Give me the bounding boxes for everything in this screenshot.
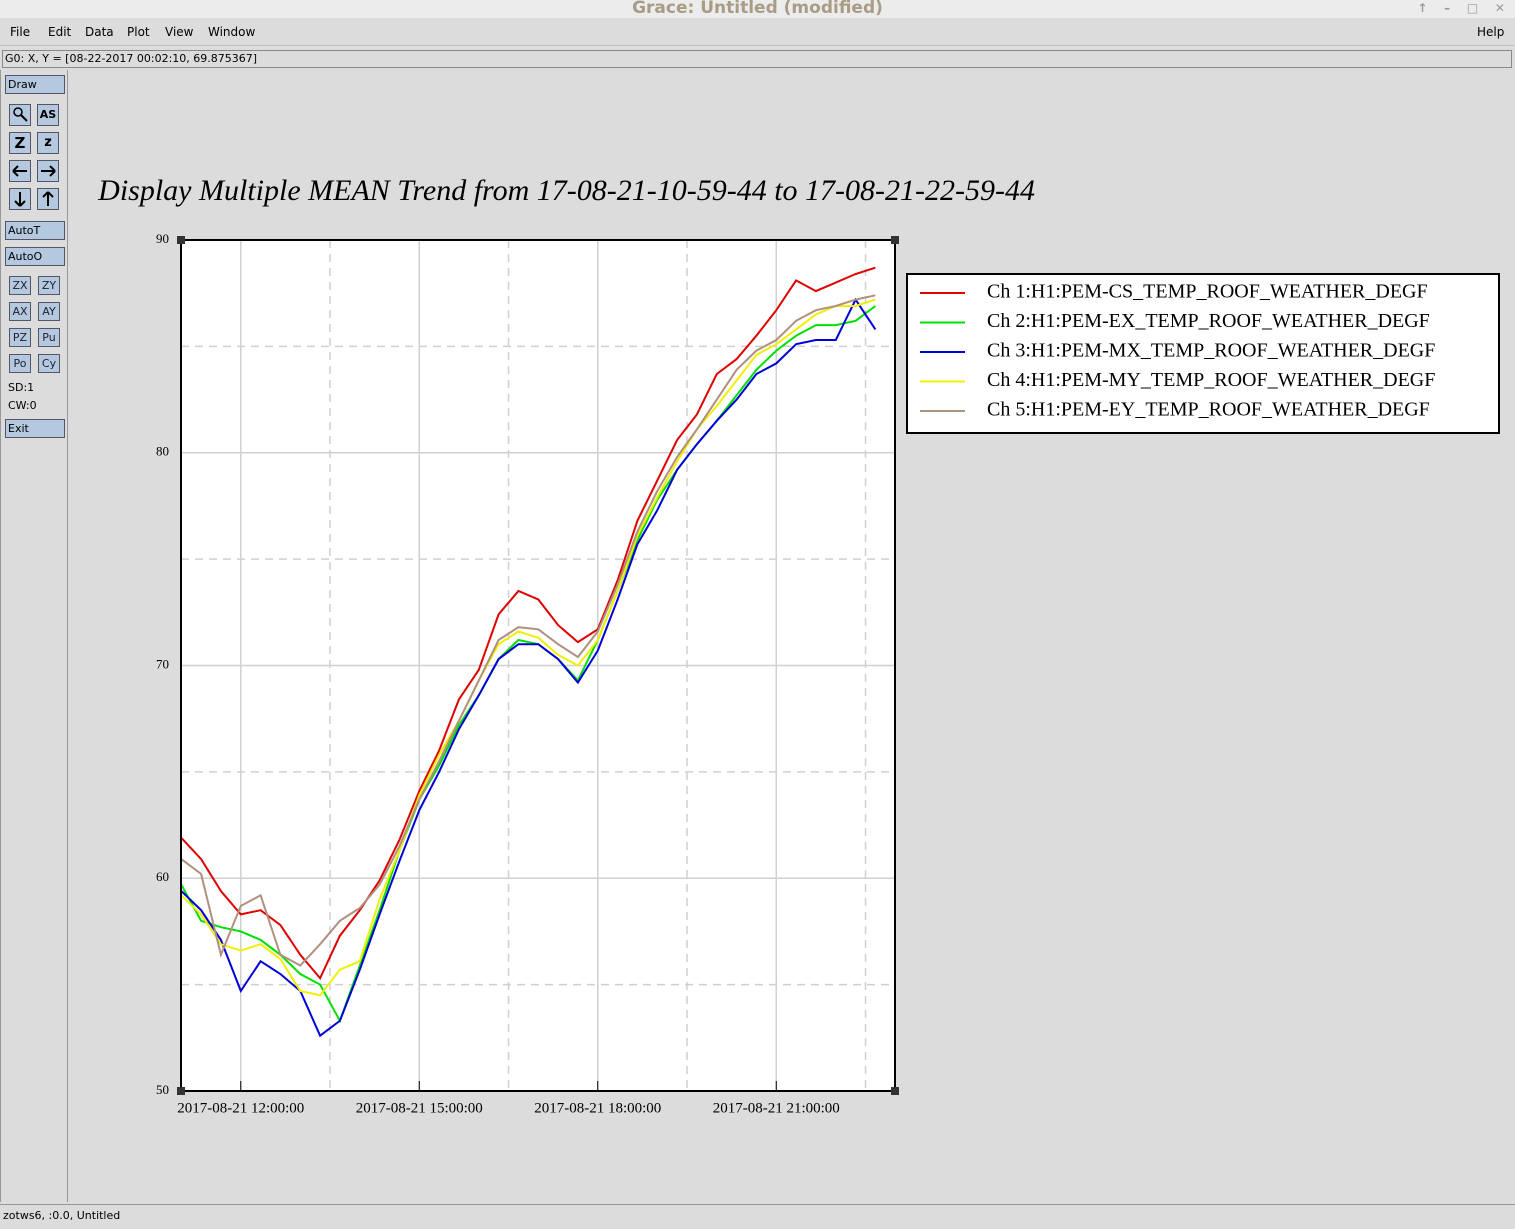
toolbar-button[interactable]: AY xyxy=(38,302,60,321)
locator: G0: X, Y = [08-22-2017 00:02:10, 69.8753… xyxy=(2,50,1512,68)
toolbar-button[interactable]: Pu xyxy=(38,328,60,347)
legend-label: Ch 3:H1:PEM-MX_TEMP_ROOF_WEATHER_DEGF xyxy=(987,340,1435,362)
toolbar-button[interactable]: Draw xyxy=(5,75,65,94)
toolbar-button[interactable]: AX xyxy=(9,302,31,321)
chart: Display Multiple MEAN Trend from 17-08-2… xyxy=(97,174,1500,1116)
x-tick-label: 2017-08-21 21:00:00 xyxy=(713,1100,840,1116)
series-line xyxy=(180,305,876,1024)
x-tick-label: 2017-08-21 18:00:00 xyxy=(534,1100,661,1116)
toolbar-label: SD:1 xyxy=(8,381,35,394)
legend-label: Ch 4:H1:PEM-MY_TEMP_ROOF_WEATHER_DEGF xyxy=(987,369,1435,391)
toolbar-button[interactable]: Cy xyxy=(38,354,60,373)
frame-handle xyxy=(177,1087,185,1095)
series-line xyxy=(180,298,876,997)
toolbar-label: CW:0 xyxy=(8,399,37,412)
y-tick-label: 60 xyxy=(156,869,169,884)
window-title: Grace: Untitled (modified) xyxy=(632,0,883,18)
toolbar-button[interactable]: AutoO xyxy=(5,247,65,266)
left-button[interactable] xyxy=(9,160,31,182)
zoom-in-button[interactable]: Z xyxy=(9,132,31,154)
menu-bar: Help File Edit Data Plot View Window xyxy=(0,19,1515,46)
menu-help[interactable]: Help xyxy=(1477,25,1505,39)
legend-label: Ch 5:H1:PEM-EY_TEMP_ROOF_WEATHER_DEGF xyxy=(987,399,1430,421)
toolbar: AS Z z Draw AutoT AutoO ZX ZY AX AY PZ Pu Po Cy Exi… xyxy=(0,70,68,1202)
toolbar-button[interactable]: ZY xyxy=(38,276,60,295)
up-button[interactable] xyxy=(37,188,59,210)
zoom-button[interactable] xyxy=(9,104,31,126)
menu-item[interactable]: Window xyxy=(208,25,256,39)
toolbar-button[interactable]: ZX xyxy=(9,276,31,295)
title-bar: Grace: Untitled (modified) ↑ – □ ✕ xyxy=(0,0,1515,18)
status-bar: zotws6, :0.0, Untitled xyxy=(0,1204,1515,1229)
frame-handle xyxy=(177,236,185,244)
autoscale-button[interactable]: AS xyxy=(37,104,59,126)
zoom-out-button[interactable]: z xyxy=(37,132,59,154)
toolbar-button[interactable]: AutoT xyxy=(5,221,65,240)
y-tick-label: 80 xyxy=(156,444,169,459)
x-tick-label: 2017-08-21 12:00:00 xyxy=(177,1100,304,1116)
legend-box xyxy=(906,273,1500,434)
plot-frame xyxy=(180,239,896,1092)
menu-item[interactable]: View xyxy=(165,25,194,39)
menu-item[interactable]: Data xyxy=(85,25,114,39)
series-line xyxy=(180,294,876,967)
y-tick-label: 50 xyxy=(156,1082,169,1097)
toolbar-button[interactable]: PZ xyxy=(9,328,31,347)
window-controls[interactable]: ↑ – □ ✕ xyxy=(1417,1,1505,15)
chart-title: Display Multiple MEAN Trend from 17-08-2… xyxy=(97,174,1035,207)
toolbar-button[interactable]: Exit xyxy=(5,419,65,438)
x-tick-label: 2017-08-21 15:00:00 xyxy=(356,1100,483,1116)
legend-label: Ch 2:H1:PEM-EX_TEMP_ROOF_WEATHER_DEGF xyxy=(987,310,1430,332)
frame-handle xyxy=(891,1087,899,1095)
menu-item[interactable]: Plot xyxy=(127,25,150,39)
menu-item[interactable]: File xyxy=(10,25,31,39)
down-button[interactable] xyxy=(9,188,31,210)
legend-label: Ch 1:H1:PEM-CS_TEMP_ROOF_WEATHER_DEGF xyxy=(987,281,1428,303)
frame-handle xyxy=(891,236,899,244)
y-tick-label: 70 xyxy=(156,656,169,671)
right-button[interactable] xyxy=(37,160,59,182)
menu-item[interactable]: Edit xyxy=(48,25,72,39)
series-line xyxy=(180,266,876,981)
toolbar-button[interactable]: Po xyxy=(9,354,31,373)
series-line xyxy=(180,297,877,1038)
y-tick-label: 90 xyxy=(156,231,169,246)
